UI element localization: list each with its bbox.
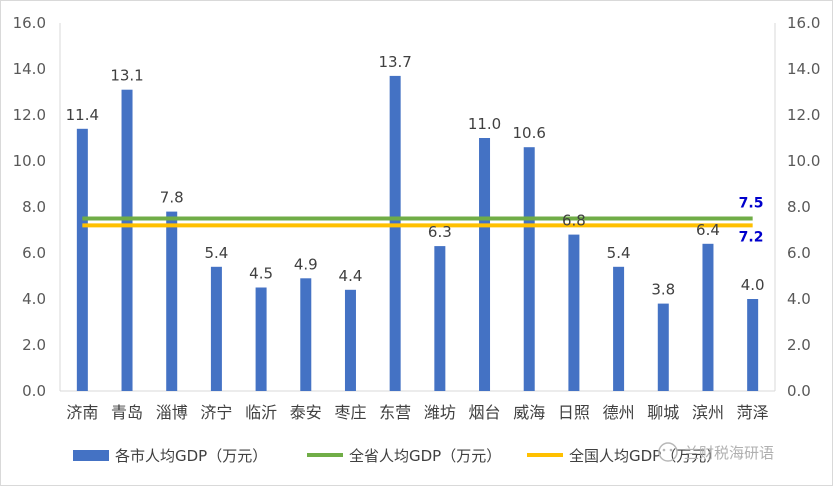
x-tick-label: 泰安 <box>290 403 322 422</box>
bar <box>523 147 535 391</box>
bar <box>210 266 222 391</box>
secondary-y-tick-label: 16.0 <box>787 14 820 32</box>
y-tick-label: 14.0 <box>13 60 46 78</box>
wechat-icon <box>658 442 678 462</box>
x-tick-label: 枣庄 <box>334 403 366 422</box>
axes: 0.0 2.0 4.0 6.0 8.0 10.0 12.0 14.0 16.0 0.0 2.0 4.0… <box>13 14 821 422</box>
province-avg-label: 7.5 <box>739 196 764 212</box>
bar-value-label: 6.8 <box>562 212 586 230</box>
wechat-icon-eye-right <box>669 448 673 452</box>
x-tick-label: 淄博 <box>156 403 188 422</box>
y-tick-label: 4.0 <box>22 290 46 308</box>
secondary-y-tick-label: 12.0 <box>787 106 820 124</box>
reference-lines <box>82 216 753 228</box>
x-tick-label: 日照 <box>558 403 590 422</box>
y-tick-label: 6.0 <box>22 244 46 262</box>
wechat-icon-eye-left <box>662 448 666 452</box>
bar-value-label: 13.7 <box>378 53 411 71</box>
bar-value-label: 4.9 <box>294 255 318 273</box>
y-tick-label: 12.0 <box>13 106 46 124</box>
legend-label: 全国人均GDP（万元） <box>569 447 721 465</box>
x-tick-label: 聊城 <box>647 403 679 422</box>
watermark-group: 兰财税海研语 <box>658 442 774 462</box>
secondary-y-tick-label: 4.0 <box>787 290 811 308</box>
x-tick-label: 青岛 <box>111 403 143 422</box>
legend-swatch-bar <box>73 450 109 461</box>
bar <box>613 266 625 391</box>
x-tick-label: 威海 <box>513 403 545 422</box>
bar-value-label: 6.3 <box>428 223 452 241</box>
bar <box>568 234 580 391</box>
bar-value-label: 5.4 <box>607 244 631 262</box>
legend-label: 各市人均GDP（万元） <box>115 447 267 465</box>
secondary-y-tick-label: 14.0 <box>787 60 820 78</box>
bar <box>434 246 446 391</box>
secondary-y-tick-label: 10.0 <box>787 152 820 170</box>
bar-value-label: 4.4 <box>339 267 363 285</box>
bar <box>300 278 312 391</box>
bar <box>747 299 759 391</box>
bar <box>255 287 267 391</box>
national-avg-label: 7.2 <box>739 229 764 245</box>
x-tick-label: 德州 <box>603 403 635 422</box>
y-tick-label: 10.0 <box>13 152 46 170</box>
y-tick-label: 0.0 <box>22 382 46 400</box>
bar <box>702 243 714 391</box>
bar <box>76 128 88 392</box>
bar <box>389 75 401 392</box>
bar-value-label: 5.4 <box>204 244 228 262</box>
x-tick-label: 潍坊 <box>424 403 456 422</box>
x-tick-label: 济南 <box>66 403 98 422</box>
bars <box>76 75 759 392</box>
legend: 各市人均GDP（万元） 全省人均GDP（万元） 全国人均GDP（万元） <box>73 447 721 465</box>
x-tick-label: 临沂 <box>245 403 277 422</box>
bar-value-label: 10.6 <box>513 124 546 142</box>
secondary-y-tick-label: 0.0 <box>787 382 811 400</box>
bar <box>344 289 356 391</box>
secondary-y-tick-label: 8.0 <box>787 198 811 216</box>
x-tick-label: 菏泽 <box>737 403 769 422</box>
bar-value-label: 4.0 <box>741 276 765 294</box>
watermark-text: 兰财税海研语 <box>684 444 774 462</box>
bar-value-label: 4.5 <box>249 265 273 283</box>
y-tick-label: 8.0 <box>22 198 46 216</box>
bar <box>479 138 491 391</box>
y-tick-label: 16.0 <box>13 14 46 32</box>
bar <box>166 211 178 391</box>
bar-value-label: 11.4 <box>66 106 99 124</box>
x-tick-label: 烟台 <box>469 403 501 422</box>
bar <box>121 89 133 391</box>
bar-value-label: 6.4 <box>696 221 720 239</box>
bar-value-label: 13.1 <box>110 67 143 85</box>
bar-value-label: 3.8 <box>651 281 675 299</box>
y-tick-label: 2.0 <box>22 336 46 354</box>
secondary-y-tick-label: 6.0 <box>787 244 811 262</box>
x-tick-label: 滨州 <box>692 403 724 422</box>
data-labels: 11.4 13.1 7.8 5.4 4.5 4.9 4.4 13.7 6.3 11.0 10.6 6.… <box>66 53 765 299</box>
x-tick-label: 东营 <box>379 403 411 422</box>
secondary-y-tick-label: 2.0 <box>787 336 811 354</box>
bar-value-label: 7.8 <box>160 189 184 207</box>
legend-label: 全省人均GDP（万元） <box>349 447 501 465</box>
bar <box>657 303 669 391</box>
bar-value-label: 11.0 <box>468 115 501 133</box>
x-tick-label: 济宁 <box>200 403 232 422</box>
